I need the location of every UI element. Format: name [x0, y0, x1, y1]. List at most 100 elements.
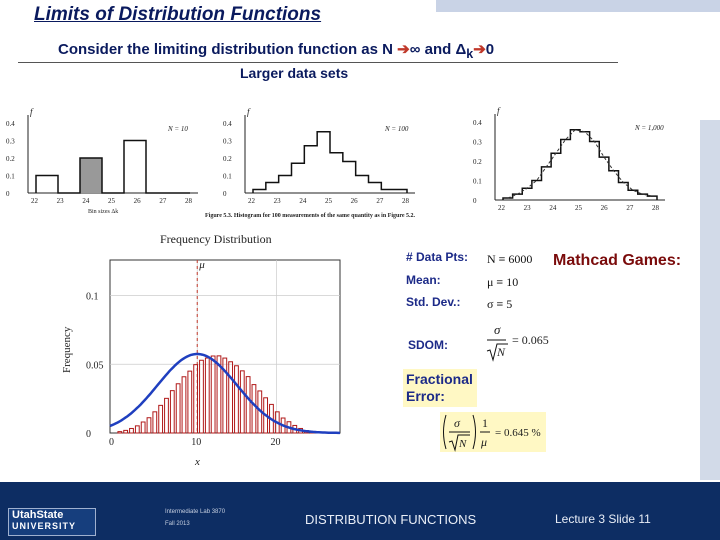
course-term: Fall 2013	[165, 521, 190, 527]
svg-text:σ: σ	[494, 322, 501, 337]
x-tick-label: 24	[549, 204, 557, 212]
y-tick-label: 0.4	[223, 120, 232, 128]
x-axis-title: x	[194, 456, 200, 468]
y-tick-label: 0	[86, 429, 91, 440]
datapts-value: N ≡ 6000	[487, 252, 533, 266]
frequency-bar	[140, 421, 146, 434]
svg-text:1: 1	[482, 416, 488, 430]
frequency-bar	[228, 361, 234, 434]
course-name: Intermediate Lab 3870	[165, 509, 226, 515]
x-tick-label: 23	[524, 204, 532, 212]
histogram-n100: f 0.4 0.3 0.2 0.1 0 22 23 24 25 26 27 28 N = 100 Figur…	[205, 107, 416, 219]
y-tick-label: 0.3	[223, 138, 232, 146]
slide-subsubtitle: Larger data sets	[240, 65, 349, 81]
n-label: N = 1,000	[634, 124, 664, 132]
x-tick-label: 10	[191, 437, 201, 448]
slide-number: Lecture 3 Slide 11	[555, 512, 651, 526]
svg-text:N: N	[496, 345, 506, 359]
footer-topic: DISTRIBUTION FUNCTIONS	[305, 512, 477, 527]
x-tick-label: 27	[159, 197, 167, 205]
subtitle-mid: ∞ and Δ	[409, 41, 467, 58]
subtitle-subscript: k	[466, 47, 474, 61]
y-tick-label: 0	[473, 197, 477, 205]
y-tick-label: 0.4	[473, 119, 482, 127]
x-tick-label: 27	[626, 204, 634, 212]
smooth-curve	[507, 129, 653, 199]
y-tick-label: 0	[223, 190, 227, 198]
mu-label: μ	[198, 259, 205, 271]
x-tick-label: 26	[351, 197, 359, 205]
frequency-bar	[222, 357, 228, 434]
mathcad-heading: Mathcad Games:	[553, 252, 682, 269]
x-tick-label: 22	[31, 197, 39, 205]
x-tick-label: 27	[376, 197, 384, 205]
frequency-bar	[204, 357, 210, 434]
fractional-error-value: = 0.645 %	[495, 427, 541, 439]
y-tick-label: 0.1	[223, 173, 232, 181]
x-tick-label-zero: 0	[109, 437, 114, 448]
frequency-bar	[123, 429, 129, 434]
corner-band	[436, 0, 720, 12]
histogram-outline	[252, 131, 408, 193]
slide-subtitle: Consider the limiting distribution funct…	[58, 40, 494, 61]
y-tick-label: 0.1	[86, 292, 99, 303]
frequency-bar	[199, 359, 204, 434]
logo-line2: UNIVERSITY	[12, 521, 77, 531]
y-tick-label: 0.2	[223, 155, 232, 163]
frequency-bar	[152, 411, 158, 434]
x-tick-label: 20	[271, 437, 281, 448]
fractional-error-line1: Fractional	[406, 371, 473, 387]
frequency-bar	[187, 370, 193, 434]
footer-bar	[0, 482, 720, 540]
frequency-bar	[158, 404, 164, 434]
frequency-bar	[251, 384, 257, 434]
frequency-bar	[134, 425, 140, 434]
subtitle-prefix: Consider the limiting distribution funct…	[58, 41, 398, 58]
x-tick-label: 28	[185, 197, 193, 205]
x-tick-label: 25	[108, 197, 116, 205]
y-tick-label: 0.1	[6, 173, 15, 181]
frequency-bar	[193, 364, 199, 434]
y-tick-label: 0.2	[6, 155, 15, 163]
logo-line1: UtahState	[12, 509, 64, 521]
frequency-bar	[164, 397, 169, 434]
stddev-value: σ ≡ 5	[487, 297, 513, 311]
histogram-n1000: f 0.4 0.3 0.2 0.1 0 22 23 24 25 26 27 28 N = 1,000	[473, 106, 665, 212]
histogram-n10: f 0.4 0.3 0.2 0.1 0 22 23 24 25 26 27 28 N = 10 Bin si…	[6, 107, 198, 215]
usu-logo	[8, 508, 96, 536]
svg-text:N: N	[458, 438, 467, 450]
frequency-bar	[234, 365, 239, 434]
x-tick-label: 22	[248, 197, 256, 205]
x-tick-label: 26	[134, 197, 142, 205]
fractional-error-line2: Error:	[406, 388, 445, 404]
datapts-label: # Data Pts:	[406, 250, 469, 264]
x-tick-label: 28	[652, 204, 660, 212]
mean-label: Mean:	[406, 273, 441, 287]
side-band	[700, 120, 720, 480]
frequency-bar	[181, 376, 187, 434]
y-axis-label: f	[30, 107, 34, 117]
frequency-distribution-plot: Frequency Distribution 10 20 0 0.1 0.05 0 μ Freq…	[61, 232, 341, 468]
histogram-outline	[35, 139, 190, 194]
fractional-error-formula: σ N 1 μ = 0.645 %	[443, 414, 541, 452]
y-tick-label: 0.3	[473, 139, 482, 147]
y-axis-label: f	[247, 107, 251, 117]
x-tick-label: 28	[402, 197, 410, 205]
frequency-bar	[239, 370, 245, 434]
frequency-bar	[210, 355, 216, 434]
frequency-bar	[146, 417, 152, 434]
sdom-label: SDOM:	[408, 338, 448, 352]
subtitle-rule	[18, 62, 618, 63]
svg-text:σ: σ	[454, 416, 461, 430]
frequency-bar	[245, 376, 251, 434]
freq-plot-title: Frequency Distribution	[160, 232, 272, 246]
figure-caption: Figure 5.3. Histogram for 100 measuremen…	[205, 213, 416, 219]
y-tick-label: 0.1	[473, 178, 482, 186]
y-axis-label: f	[497, 106, 501, 116]
y-tick-label: 0.4	[6, 120, 15, 128]
slide-title: Limits of Distribution Functions	[34, 4, 322, 25]
frequency-bar	[169, 390, 175, 434]
x-tick-label: 24	[82, 197, 90, 205]
sdom-formula: σ N = 0.065	[486, 322, 549, 362]
arrow-icon: ➔	[473, 41, 486, 58]
